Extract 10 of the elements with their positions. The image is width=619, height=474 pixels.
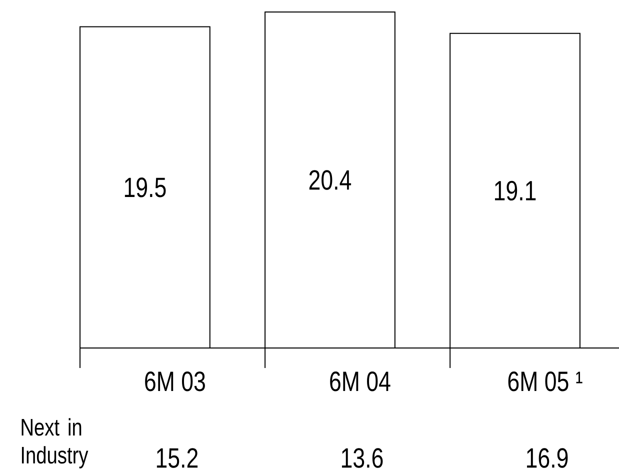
text: 15.2 <box>156 448 198 468</box>
x-tick-label: 6M 03 <box>145 372 205 392</box>
text: Next in Industry <box>22 418 88 468</box>
data-label: 19.5 <box>124 178 166 198</box>
data-label: 19.1 <box>495 180 536 201</box>
text: 13.6 <box>342 448 383 468</box>
x-tick-label: 6M 05 ¹ <box>508 372 582 392</box>
data-label: 20.4 <box>309 170 352 190</box>
x-tick-label: 6M 04 <box>330 372 390 392</box>
text: 16.9 <box>527 448 568 468</box>
